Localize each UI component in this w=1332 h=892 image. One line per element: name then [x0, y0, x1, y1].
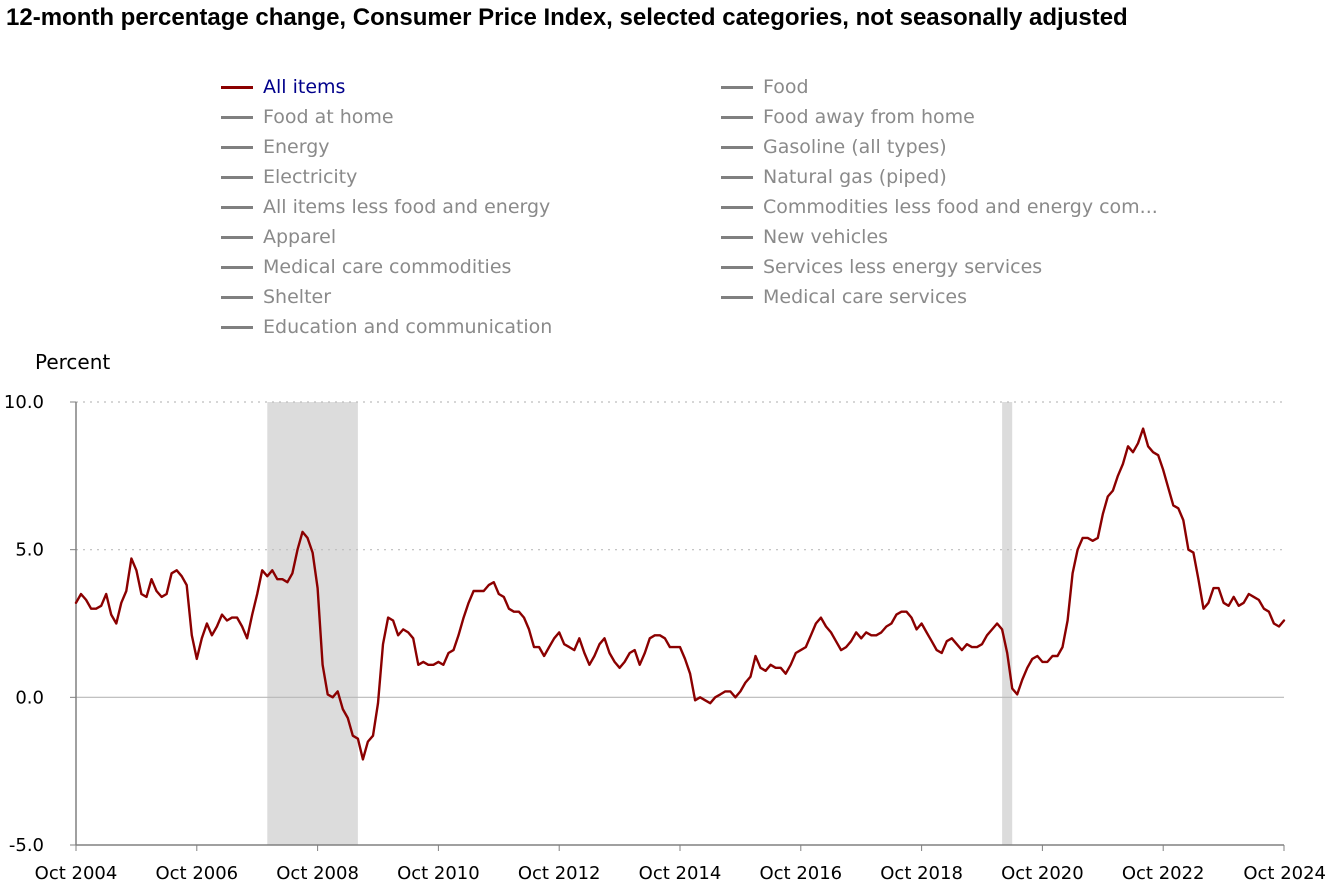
- legend-swatch: [721, 175, 753, 179]
- x-tick-label: Oct 2020: [1001, 863, 1084, 884]
- legend-label: Education and communication: [263, 316, 553, 338]
- legend-label: Commodities less food and energy com...: [763, 196, 1158, 218]
- legend-item-all-items-less-food-and-energy[interactable]: All items less food and energy: [221, 193, 550, 221]
- series-line-all-items: [74, 427, 1286, 761]
- legend-item-medical-care-services[interactable]: Medical care services: [721, 283, 967, 311]
- legend-label: Medical care commodities: [263, 256, 512, 278]
- legend-item-apparel[interactable]: Apparel: [221, 223, 336, 251]
- legend-swatch: [221, 325, 253, 329]
- legend-item-education-and-communication[interactable]: Education and communication: [221, 313, 552, 341]
- legend-label: Services less energy services: [763, 256, 1043, 278]
- legend-item-food[interactable]: Food: [721, 73, 809, 101]
- y-axis-label: Percent: [35, 350, 111, 374]
- legend-label: Energy: [263, 136, 330, 158]
- legend-swatch: [721, 295, 753, 299]
- legend-label: Electricity: [263, 166, 358, 188]
- x-tick-labels: Oct 2004 Oct 2006 Oct 2008 Oct 2010 Oct 2012…: [35, 845, 1326, 884]
- legend-item-services-less-energy-services[interactable]: Services less energy services: [721, 253, 1042, 281]
- legend-swatch: [721, 115, 753, 119]
- legend-label: Medical care services: [763, 286, 967, 308]
- y-tick-labels: 10.0 5.0 0.0 -5.0: [4, 392, 44, 856]
- y-tick-label: 5.0: [15, 540, 44, 561]
- x-tick-label: Oct 2004: [35, 863, 118, 884]
- x-tick-label: Oct 2016: [759, 863, 842, 884]
- legend-label: Natural gas (piped): [763, 166, 947, 188]
- gridlines: [70, 401, 1284, 846]
- legend-swatch: [221, 145, 253, 149]
- legend-label: All items: [263, 76, 346, 98]
- legend-swatch: [221, 205, 253, 209]
- legend-swatch: [221, 265, 253, 269]
- legend-swatch: [221, 115, 253, 119]
- legend-label: Shelter: [263, 286, 332, 308]
- legend-item-medical-care-commodities[interactable]: Medical care commodities: [221, 253, 511, 281]
- legend-label: Gasoline (all types): [763, 136, 947, 158]
- legend-swatch: [221, 295, 253, 299]
- recession-band: [1002, 402, 1013, 845]
- y-tick-label: -5.0: [9, 835, 44, 856]
- legend-swatch: [721, 85, 753, 89]
- legend-item-energy[interactable]: Energy: [221, 133, 330, 161]
- legend-swatch: [221, 85, 253, 89]
- legend-label: Food: [763, 76, 809, 98]
- x-tick-label: Oct 2010: [397, 863, 480, 884]
- legend-swatch: [721, 205, 753, 209]
- legend-swatch: [221, 235, 253, 239]
- y-tick-label: 0.0: [15, 687, 44, 708]
- chart-title: 12-month percentage change, Consumer Pri…: [6, 4, 1128, 31]
- legend-label: New vehicles: [763, 226, 889, 248]
- legend-item-new-vehicles[interactable]: New vehicles: [721, 223, 888, 251]
- legend-item-food-away-from-home[interactable]: Food away from home: [721, 103, 975, 131]
- legend-item-shelter[interactable]: Shelter: [221, 283, 331, 311]
- x-tick-label: Oct 2024: [1243, 863, 1326, 884]
- legend-swatch: [221, 175, 253, 179]
- legend-item-all-items[interactable]: All items: [221, 73, 345, 101]
- legend-item-commodities-less-food-and-energy-com[interactable]: Commodities less food and energy com...: [721, 193, 1158, 221]
- legend-swatch: [721, 235, 753, 239]
- legend-label: Apparel: [263, 226, 337, 248]
- legend-item-gasoline-all-types[interactable]: Gasoline (all types): [721, 133, 947, 161]
- legend-item-food-at-home[interactable]: Food at home: [221, 103, 394, 131]
- series-layer: [74, 427, 1286, 761]
- x-tick-label: Oct 2012: [518, 863, 601, 884]
- x-tick-label: Oct 2006: [155, 863, 238, 884]
- x-tick-label: Oct 2022: [1122, 863, 1205, 884]
- axes: [75, 402, 1284, 846]
- legend-label: Food at home: [263, 106, 394, 128]
- y-tick-label: 10.0: [4, 392, 44, 413]
- recession-band: [267, 402, 358, 845]
- x-tick-label: Oct 2014: [639, 863, 722, 884]
- legend-item-natural-gas-piped[interactable]: Natural gas (piped): [721, 163, 947, 191]
- legend-swatch: [721, 265, 753, 269]
- x-tick-label: Oct 2008: [276, 863, 359, 884]
- x-tick-label: Oct 2018: [880, 863, 963, 884]
- recession-shading: [267, 402, 1013, 845]
- legend-item-electricity[interactable]: Electricity: [221, 163, 357, 191]
- legend-swatch: [721, 145, 753, 149]
- legend-label: All items less food and energy: [263, 196, 551, 218]
- legend-label: Food away from home: [763, 106, 975, 128]
